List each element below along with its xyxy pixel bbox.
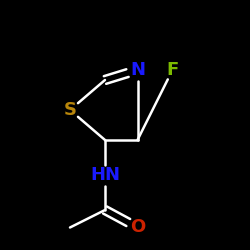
Text: F: F (166, 61, 178, 79)
Text: S: S (64, 101, 76, 119)
Text: O: O (130, 218, 145, 236)
Text: HN: HN (90, 166, 120, 184)
Text: N: N (130, 61, 145, 79)
